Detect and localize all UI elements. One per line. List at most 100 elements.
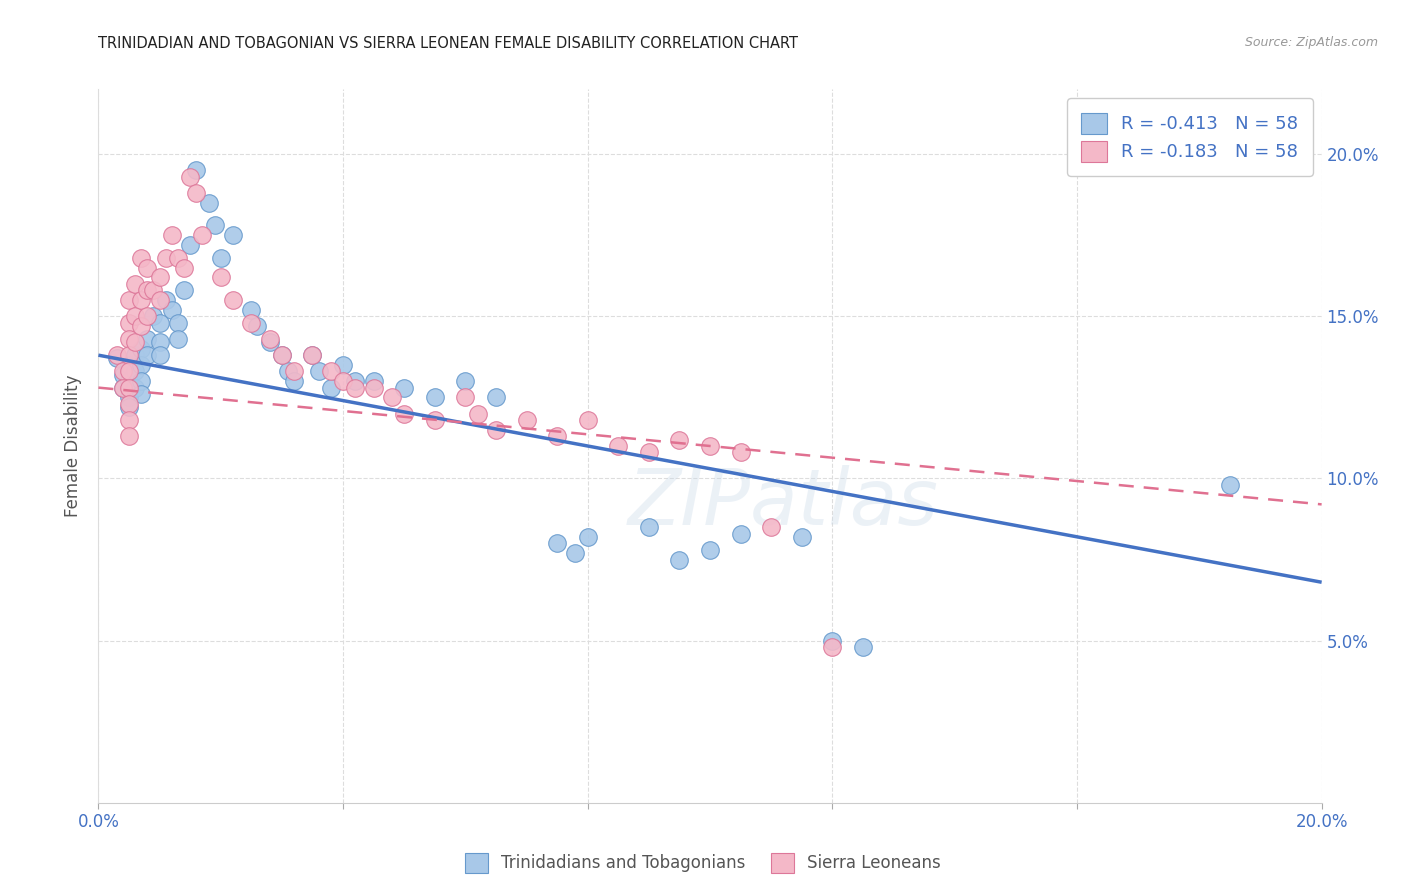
Point [167, 332, 190, 346]
Point [423, 390, 446, 404]
Point [118, 374, 141, 388]
Point [111, 381, 134, 395]
Point [118, 381, 141, 395]
Point [821, 633, 844, 648]
Point [186, 163, 208, 178]
Point [118, 332, 141, 346]
Point [124, 310, 146, 324]
Point [699, 439, 721, 453]
Point [124, 364, 146, 378]
Point [852, 640, 875, 654]
Point [730, 445, 752, 459]
Point [136, 348, 159, 362]
Point [118, 400, 141, 414]
Point [607, 439, 630, 453]
Point [197, 195, 219, 210]
Point [222, 293, 245, 307]
Point [392, 381, 416, 395]
Point [270, 348, 292, 362]
Point [301, 348, 323, 362]
Point [454, 390, 477, 404]
Point [129, 387, 152, 401]
Point [246, 318, 269, 333]
Point [259, 335, 281, 350]
Legend: R = -0.413   N = 58, R = -0.183   N = 58: R = -0.413 N = 58, R = -0.183 N = 58 [1067, 98, 1313, 176]
Text: Source: ZipAtlas.com: Source: ZipAtlas.com [1244, 36, 1378, 49]
Point [160, 302, 183, 317]
Point [319, 381, 342, 395]
Point [319, 364, 342, 378]
Point [124, 348, 146, 362]
Point [240, 316, 263, 330]
Point [668, 433, 690, 447]
Point [167, 251, 190, 265]
Point [129, 318, 152, 333]
Point [149, 293, 172, 307]
Point [186, 186, 208, 200]
Point [160, 228, 183, 243]
Point [167, 316, 190, 330]
Point [209, 251, 232, 265]
Point [105, 351, 128, 366]
Point [129, 358, 152, 372]
Point [155, 251, 177, 265]
Point [576, 530, 599, 544]
Point [118, 293, 141, 307]
Point [124, 277, 146, 291]
Point [105, 348, 128, 362]
Point [118, 413, 141, 427]
Point [301, 348, 323, 362]
Point [179, 169, 201, 184]
Point [111, 368, 134, 382]
Point [149, 348, 172, 362]
Point [118, 358, 141, 372]
Point [790, 530, 813, 544]
Point [222, 228, 245, 243]
Point [392, 407, 416, 421]
Point [136, 260, 159, 275]
Point [179, 238, 201, 252]
Point [381, 390, 404, 404]
Point [730, 526, 752, 541]
Point [111, 381, 134, 395]
Point [129, 293, 152, 307]
Point [363, 374, 385, 388]
Point [332, 374, 354, 388]
Point [363, 381, 385, 395]
Point [564, 546, 586, 560]
Point [136, 283, 159, 297]
Point [821, 640, 844, 654]
Point [546, 536, 568, 550]
Point [546, 429, 568, 443]
Point [173, 283, 195, 297]
Point [344, 374, 367, 388]
Point [204, 219, 226, 233]
Point [454, 374, 477, 388]
Point [173, 260, 195, 275]
Point [270, 348, 292, 362]
Point [118, 364, 141, 378]
Point [124, 381, 146, 395]
Point [485, 390, 508, 404]
Point [668, 552, 690, 566]
Point [142, 283, 165, 297]
Point [142, 310, 165, 324]
Point [423, 413, 446, 427]
Point [136, 332, 159, 346]
Point [118, 390, 141, 404]
Point [485, 423, 508, 437]
Point [467, 407, 489, 421]
Point [129, 374, 152, 388]
Y-axis label: Female Disability: Female Disability [65, 375, 83, 517]
Point [118, 348, 141, 362]
Point [637, 445, 661, 459]
Point [118, 429, 141, 443]
Point [129, 342, 152, 356]
Point [576, 413, 599, 427]
Legend: Trinidadians and Tobagonians, Sierra Leoneans: Trinidadians and Tobagonians, Sierra Leo… [458, 847, 948, 880]
Point [277, 364, 299, 378]
Point [699, 542, 721, 557]
Point [240, 302, 263, 317]
Point [149, 335, 172, 350]
Point [155, 293, 177, 307]
